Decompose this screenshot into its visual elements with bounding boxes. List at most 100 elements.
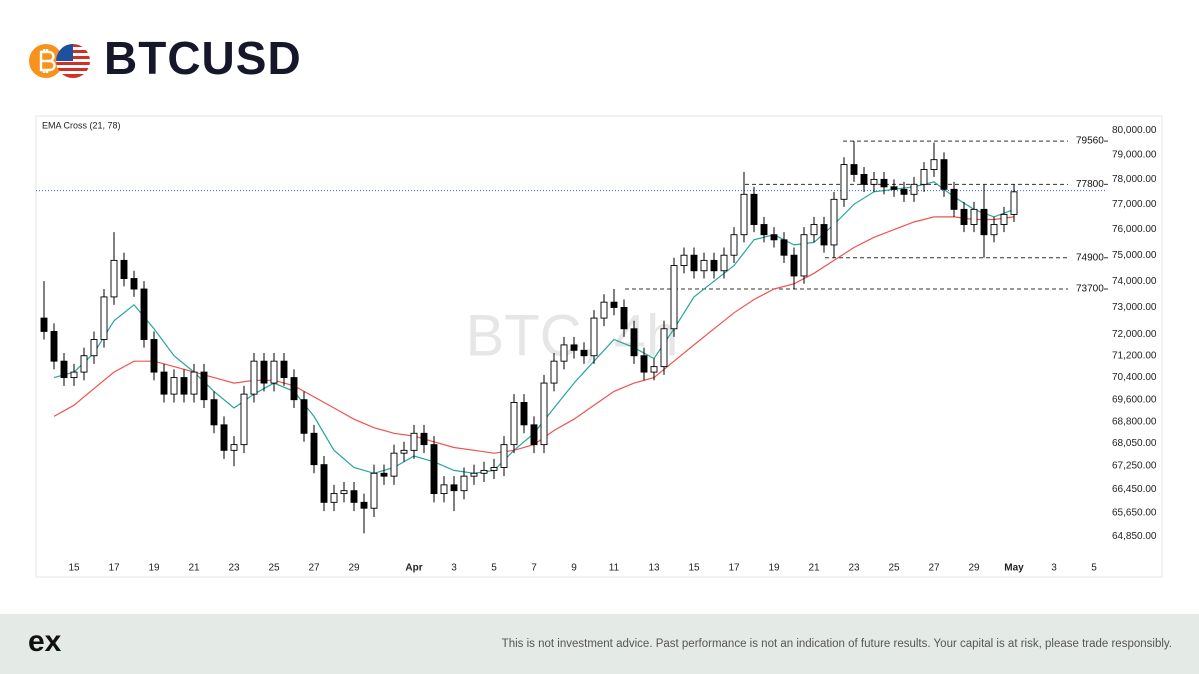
candle-body xyxy=(730,234,738,256)
candle-body xyxy=(310,432,318,466)
candle-body xyxy=(720,254,728,272)
candle-body xyxy=(140,288,148,340)
y-tick-label: 74,000.00 xyxy=(1112,276,1157,287)
candle-body xyxy=(960,208,968,225)
y-tick-label: 72,000.00 xyxy=(1112,329,1157,340)
x-tick-label: 3 xyxy=(451,563,457,574)
level-label: 74900 xyxy=(1076,252,1104,263)
candle-body xyxy=(370,472,378,509)
candle-body xyxy=(950,188,958,210)
candle-body xyxy=(810,224,818,236)
y-tick-label: 69,600.00 xyxy=(1112,394,1157,405)
candle-body xyxy=(820,224,828,246)
x-tick-label: 21 xyxy=(188,563,200,574)
candle-body xyxy=(640,355,648,373)
candle-body xyxy=(550,360,558,384)
candle-body xyxy=(470,472,478,477)
x-tick-label: May xyxy=(1004,563,1024,574)
candle-body xyxy=(410,432,418,451)
y-tick-label: 68,800.00 xyxy=(1112,417,1157,428)
x-tick-label: 15 xyxy=(688,563,700,574)
y-tick-label: 80,000.00 xyxy=(1112,125,1157,136)
candle-body xyxy=(490,467,498,471)
candle-body xyxy=(130,278,138,290)
candle-body xyxy=(700,259,708,272)
candle-body xyxy=(870,178,878,185)
y-tick-label: 73,000.00 xyxy=(1112,302,1157,313)
x-tick-label: 23 xyxy=(228,563,240,574)
candle-body xyxy=(350,490,358,503)
y-tick-label: 77,000.00 xyxy=(1112,199,1157,210)
candle-body xyxy=(220,424,228,451)
candle-body xyxy=(1010,191,1018,215)
candle-body xyxy=(110,259,118,298)
candle-body xyxy=(580,349,588,357)
disclaimer: This is not investment advice. Past perf… xyxy=(502,638,1172,650)
y-tick-label: 78,000.00 xyxy=(1112,174,1157,185)
candle-body xyxy=(540,382,548,446)
footer-band xyxy=(0,614,1199,674)
candle-body xyxy=(560,344,568,362)
candle-body xyxy=(270,360,278,384)
y-tick-label: 76,000.00 xyxy=(1112,224,1157,235)
footer-logo: ex xyxy=(28,625,62,658)
level-label: 79560 xyxy=(1076,136,1104,147)
level-label: 73700 xyxy=(1076,284,1104,295)
candle-body xyxy=(590,317,598,357)
candle-body xyxy=(360,501,368,509)
candle-body xyxy=(630,328,638,357)
candle-body xyxy=(100,296,108,340)
candle-body xyxy=(400,449,408,454)
candle-body xyxy=(450,484,458,492)
x-tick-label: 17 xyxy=(728,563,740,574)
x-tick-label: 17 xyxy=(108,563,120,574)
level-label: 77800 xyxy=(1076,179,1104,190)
y-tick-label: 79,000.00 xyxy=(1112,149,1157,160)
x-tick-label: 19 xyxy=(148,563,160,574)
y-tick-label: 75,000.00 xyxy=(1112,250,1157,261)
x-tick-label: 11 xyxy=(609,563,620,574)
candle-body xyxy=(280,360,288,379)
candle-body xyxy=(1000,213,1008,225)
x-tick-label: 9 xyxy=(571,563,577,574)
candle-body xyxy=(900,188,908,195)
candle-body xyxy=(180,377,188,395)
candle-body xyxy=(460,475,468,492)
candle-body xyxy=(440,484,448,495)
btc-icon xyxy=(29,44,63,78)
candle-body xyxy=(430,444,438,495)
candle-body xyxy=(970,208,978,225)
candle-body xyxy=(990,224,998,236)
x-tick-label: 25 xyxy=(268,563,280,574)
candle-body xyxy=(600,301,608,319)
candle-body xyxy=(690,254,698,272)
candle-body xyxy=(390,452,398,477)
candle-body xyxy=(920,169,928,185)
y-tick-label: 67,250.00 xyxy=(1112,461,1157,472)
candle-body xyxy=(210,399,218,426)
candle-body xyxy=(120,259,128,280)
candle-body xyxy=(340,490,348,495)
candle-body xyxy=(230,444,238,451)
x-tick-label: 29 xyxy=(968,563,980,574)
candle-body xyxy=(380,472,388,477)
candle-body xyxy=(250,360,258,395)
candle-body xyxy=(680,254,688,267)
candle-body xyxy=(830,198,838,246)
candle-body xyxy=(570,344,578,351)
x-tick-label: 5 xyxy=(1091,563,1097,574)
chart-panel xyxy=(35,115,1163,578)
candle-body xyxy=(150,339,158,373)
candle-body xyxy=(160,371,168,395)
candle-body xyxy=(780,239,788,256)
x-tick-label: 23 xyxy=(848,563,860,574)
candle-body xyxy=(890,186,898,190)
candle-body xyxy=(610,301,618,308)
candle-body xyxy=(620,307,628,330)
candle-body xyxy=(420,432,428,446)
x-tick-label: 13 xyxy=(648,563,660,574)
candle-body xyxy=(170,377,178,395)
candle-body xyxy=(290,377,298,401)
y-tick-label: 71,200.00 xyxy=(1112,350,1157,361)
